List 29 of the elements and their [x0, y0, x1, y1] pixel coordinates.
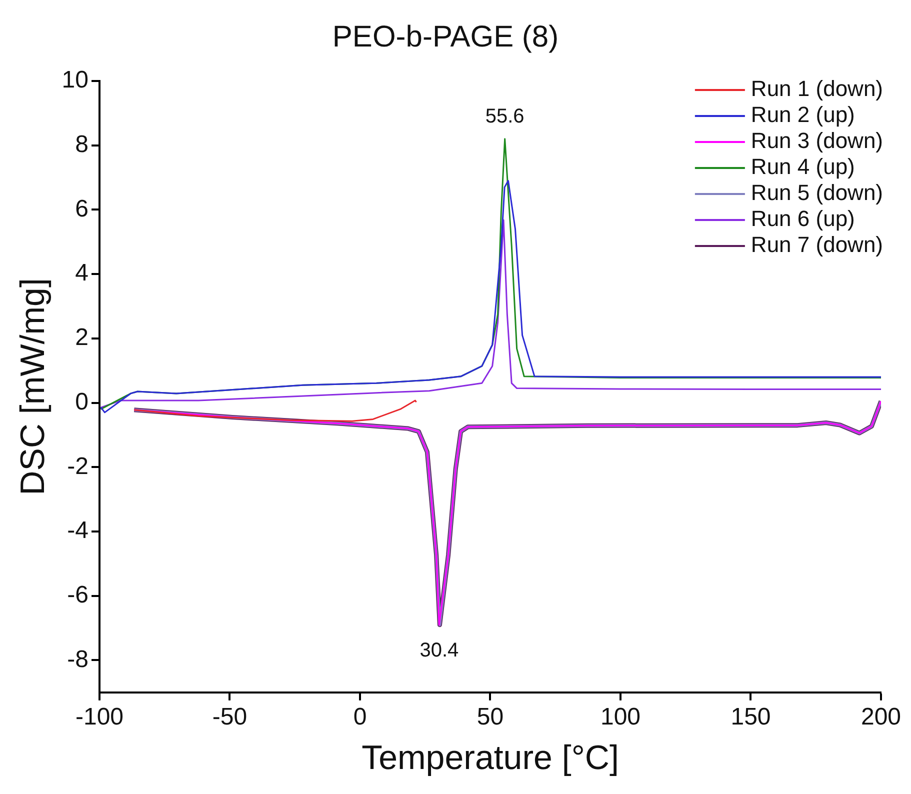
legend-label: Run 4 (up) — [750, 154, 855, 180]
legend-label: Run 6 (up) — [750, 206, 855, 232]
x-tick-label: 0 — [353, 703, 367, 730]
annotation: 55.6 — [485, 105, 524, 128]
x-tick-label: 200 — [860, 703, 902, 730]
x-tick-label: 100 — [600, 703, 641, 730]
y-tick-label: -6 — [67, 581, 88, 608]
x-tick-label: -50 — [212, 703, 248, 730]
x-tick-label: -100 — [75, 703, 124, 730]
chart-title: PEO-b-PAGE (8) — [332, 20, 559, 54]
y-tick-label: 2 — [75, 324, 88, 352]
y-tick-label: 10 — [62, 66, 88, 94]
y-tick-label: 0 — [75, 388, 88, 416]
legend-label: Run 1 (down) — [750, 76, 884, 102]
x-axis-title: Temperature [°C] — [362, 738, 619, 777]
legend-label: Run 7 (down) — [750, 232, 884, 258]
legend-label: Run 2 (up) — [750, 102, 855, 128]
x-tick-label: 50 — [476, 703, 504, 730]
y-tick-label: 8 — [75, 130, 88, 158]
y-tick-label: 6 — [75, 195, 88, 222]
y-tick-label: -2 — [67, 452, 88, 480]
legend-label: Run 3 (down) — [750, 128, 884, 154]
legend-label: Run 5 (down) — [750, 180, 884, 206]
y-tick-label: -8 — [67, 646, 88, 673]
annotation: 30.4 — [420, 639, 459, 662]
y-axis-title: DSC [mW/mg] — [14, 278, 52, 496]
y-tick-label: -4 — [67, 517, 88, 544]
y-tick-label: 4 — [75, 260, 88, 287]
x-tick-label: 150 — [730, 703, 771, 730]
